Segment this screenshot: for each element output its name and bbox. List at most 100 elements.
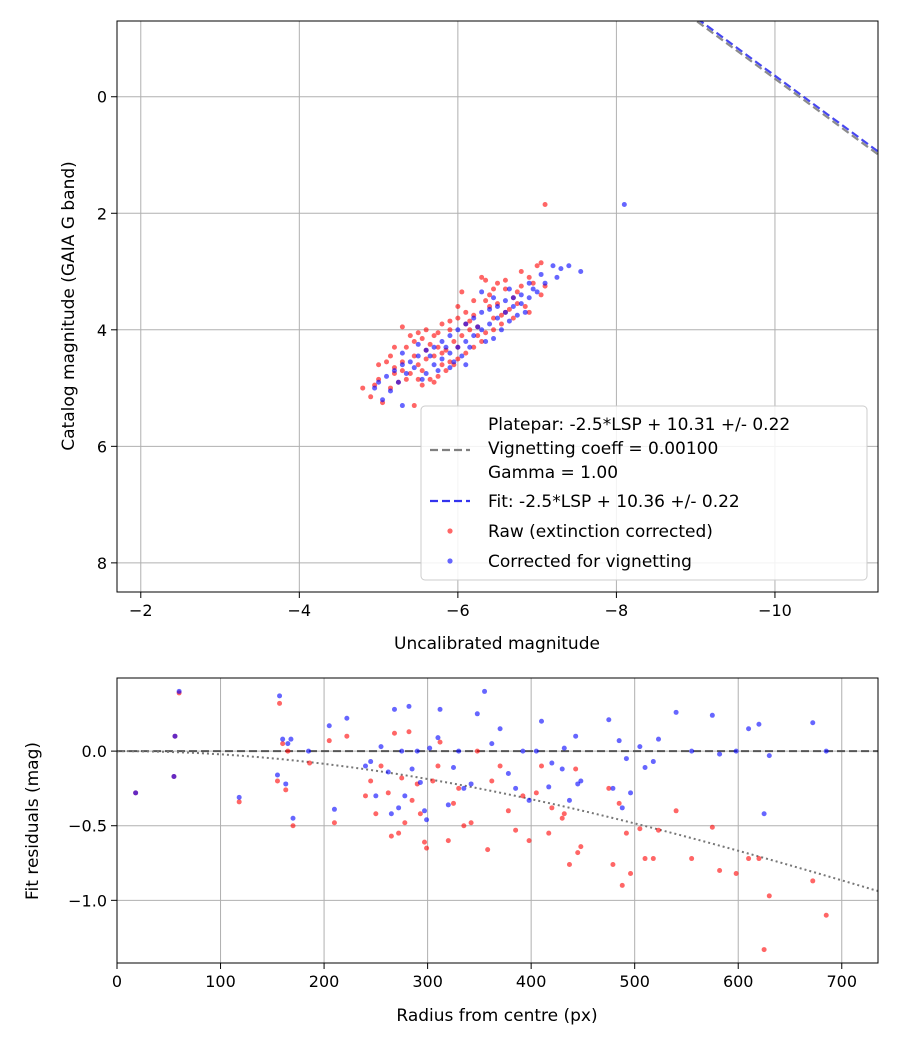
raw-data-point: [475, 333, 481, 339]
corrected-data-point: [344, 715, 350, 721]
raw-data-point: [489, 778, 495, 784]
corrected-data-point: [435, 368, 441, 374]
corrected-data-point: [733, 748, 739, 754]
corrected-data-point: [502, 298, 508, 304]
raw-data-point: [373, 811, 379, 817]
raw-data-point: [459, 333, 465, 339]
raw-data-point: [385, 790, 391, 796]
raw-data-point: [280, 741, 286, 747]
raw-data-point: [483, 277, 489, 283]
corrected-data-point: [554, 274, 560, 280]
raw-data-point: [485, 847, 491, 853]
corrected-data-point: [306, 748, 312, 754]
raw-data-point: [424, 845, 430, 851]
corrected-data-point: [650, 759, 656, 765]
raw-data-point: [368, 778, 374, 784]
corrected-data-point: [288, 736, 294, 742]
corrected-data-point: [447, 365, 453, 371]
raw-data-point: [559, 815, 565, 821]
corrected-data-point: [396, 805, 402, 811]
corrected-data-point: [550, 263, 556, 269]
x-tick-label: −4: [288, 601, 312, 620]
y-tick-label: 6: [97, 437, 107, 456]
corrected-data-point: [471, 315, 477, 321]
corrected-data-point: [388, 811, 394, 817]
corrected-data-point: [402, 793, 408, 799]
corrected-data-point: [455, 344, 461, 350]
raw-data-point: [561, 811, 567, 817]
raw-data-point: [637, 826, 643, 832]
raw-data-point: [575, 850, 581, 856]
raw-data-point: [542, 202, 548, 208]
raw-data-point: [450, 800, 456, 806]
raw-data-point: [387, 353, 393, 359]
raw-data-point: [283, 787, 289, 793]
raw-data-point: [431, 379, 437, 385]
raw-data-point: [445, 838, 451, 844]
raw-data-point: [514, 301, 520, 307]
x-tick-label: −2: [129, 601, 153, 620]
corrected-data-point: [468, 781, 474, 787]
raw-data-point: [761, 947, 767, 953]
y-tick-label: −1.0: [68, 891, 107, 910]
x-tick-label: 600: [723, 972, 754, 991]
legend-raw-label: Raw (extinction corrected): [488, 522, 713, 542]
corrected-data-point: [326, 723, 332, 729]
raw-data-point: [502, 286, 508, 292]
corrected-data-point: [526, 295, 532, 301]
raw-data-point: [431, 353, 437, 359]
raw-data-point: [360, 385, 366, 391]
corrected-data-point: [498, 327, 504, 333]
raw-data-point: [497, 763, 503, 769]
corrected-data-point: [522, 309, 528, 315]
raw-data-point: [518, 283, 524, 289]
raw-data-point: [419, 336, 425, 342]
raw-data-point: [526, 274, 532, 280]
corrected-data-point: [280, 736, 286, 742]
raw-data-point: [463, 350, 469, 356]
raw-data-point: [388, 833, 394, 839]
raw-data-point: [549, 805, 555, 811]
corrected-data-point: [656, 736, 662, 742]
fit-line: [698, 21, 878, 153]
corrected-data-point: [431, 362, 437, 368]
corrected-data-point: [447, 333, 453, 339]
corrected-data-point: [534, 289, 540, 295]
corrected-data-point: [561, 745, 567, 751]
corrected-data-point: [467, 344, 473, 350]
raw-data-point: [290, 823, 296, 829]
raw-data-point: [514, 289, 520, 295]
corrected-data-point: [487, 321, 493, 327]
corrected-data-point: [387, 388, 393, 394]
raw-data-point: [378, 763, 384, 769]
raw-data-point: [399, 368, 405, 374]
raw-data-point: [403, 344, 409, 350]
corrected-data-point: [474, 711, 480, 717]
raw-data-point: [409, 797, 415, 803]
raw-data-point: [437, 739, 443, 745]
corrected-data-point: [475, 324, 481, 330]
corrected-data-point: [403, 371, 409, 377]
raw-data-point: [427, 341, 433, 347]
corrected-data-point: [463, 338, 469, 344]
raw-data-point: [376, 362, 382, 368]
raw-data-point: [746, 856, 752, 862]
corrected-data-point: [510, 304, 516, 309]
corrected-data-point: [399, 350, 405, 356]
raw-data-point: [399, 324, 405, 330]
raw-data-point: [717, 867, 723, 873]
corrected-data-point: [491, 336, 497, 342]
corrected-data-point: [526, 280, 532, 286]
corrected-data-point: [479, 289, 485, 295]
raw-data-point: [522, 304, 528, 309]
raw-data-point: [344, 733, 350, 739]
raw-data-point: [277, 700, 283, 706]
corrected-data-point: [463, 362, 469, 368]
corrected-data-point: [506, 318, 512, 324]
raw-data-point: [415, 330, 421, 336]
top-legend: Platepar: -2.5*LSP + 10.31 +/- 0.22 Vign…: [420, 405, 868, 581]
corrected-data-point: [482, 688, 488, 694]
corrected-data-point: [385, 769, 391, 775]
raw-data-point: [810, 878, 816, 884]
corrected-data-point: [274, 772, 280, 778]
